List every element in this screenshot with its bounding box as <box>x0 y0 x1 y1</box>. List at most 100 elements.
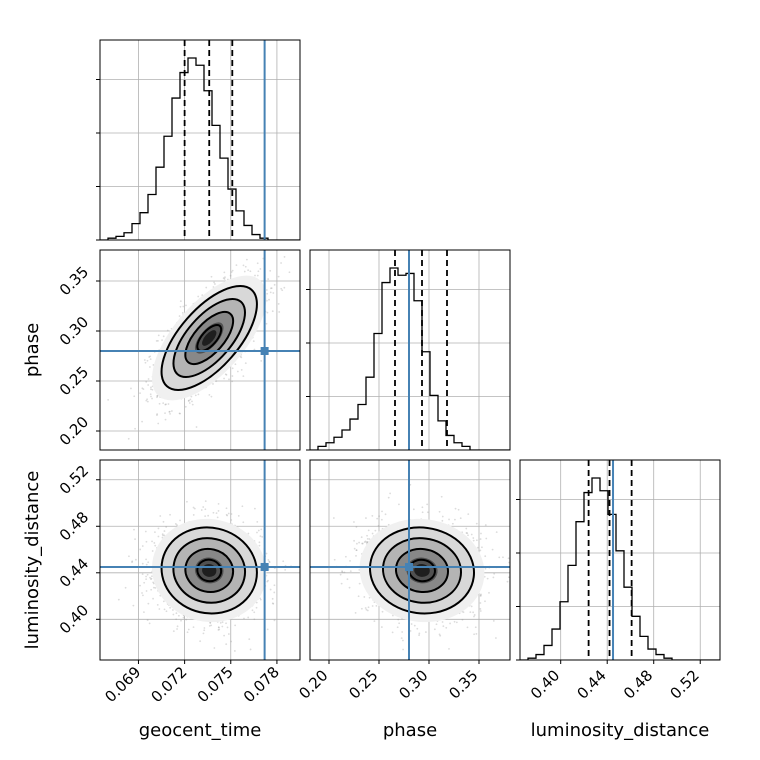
sample-point <box>409 630 412 632</box>
sample-point <box>191 403 194 406</box>
sample-point <box>144 361 147 364</box>
sample-point <box>267 559 270 561</box>
sample-point <box>157 334 160 337</box>
sample-point <box>278 311 281 313</box>
sample-point <box>179 412 181 415</box>
sample-point <box>188 399 190 402</box>
sample-point <box>265 289 268 291</box>
sample-point <box>234 624 237 627</box>
sample-point <box>177 614 180 617</box>
sample-point <box>256 262 259 265</box>
sample-point <box>234 363 237 366</box>
sample-point <box>128 555 130 558</box>
sample-point <box>210 275 213 278</box>
sample-point <box>181 311 184 314</box>
sample-point <box>267 579 269 582</box>
sample-point <box>147 384 150 386</box>
sample-point <box>149 358 152 361</box>
sample-point <box>143 581 146 584</box>
sample-point <box>272 292 275 294</box>
sample-point <box>149 355 152 358</box>
sample-point <box>457 508 460 511</box>
x-tick-label: 0.072 <box>148 663 191 706</box>
sample-point <box>157 535 160 538</box>
sample-point <box>161 536 164 539</box>
sample-point <box>259 535 262 537</box>
sample-point <box>273 283 276 286</box>
sample-point <box>445 626 448 629</box>
sample-point <box>245 258 248 261</box>
sample-point <box>284 568 287 571</box>
sample-point <box>473 615 475 618</box>
sample-point <box>147 561 150 564</box>
sample-point <box>271 602 274 605</box>
sample-point <box>217 626 220 629</box>
sample-point <box>147 378 150 380</box>
y-tick-label: 0.40 <box>56 601 92 637</box>
sample-point <box>178 315 181 317</box>
sample-point <box>164 403 167 406</box>
sample-point <box>159 515 162 517</box>
sample-point <box>475 633 478 635</box>
sample-point <box>217 502 220 505</box>
sample-point <box>141 573 144 576</box>
sample-point <box>150 588 153 591</box>
sample-point <box>223 278 226 280</box>
sample-point <box>219 621 222 624</box>
sample-point <box>178 412 181 415</box>
panel-phase <box>306 249 511 451</box>
sample-point <box>258 544 261 547</box>
y-tick-label: 0.25 <box>56 363 92 399</box>
sample-point <box>117 598 120 601</box>
sample-point <box>268 560 271 563</box>
sample-point <box>180 619 182 622</box>
sample-point <box>139 548 142 551</box>
sample-point <box>225 643 228 646</box>
panel-frame <box>99 39 301 241</box>
sample-point <box>257 529 260 532</box>
sample-point <box>259 598 262 601</box>
sample-point <box>150 577 153 580</box>
sample-point <box>479 549 482 552</box>
sample-point <box>212 383 214 385</box>
sample-point <box>247 616 250 619</box>
sample-point <box>151 575 153 578</box>
sample-point <box>156 396 158 399</box>
sample-point <box>222 277 225 279</box>
sample-point <box>214 283 216 285</box>
sample-point <box>151 540 153 543</box>
sample-point <box>150 388 152 391</box>
sample-point <box>251 609 254 612</box>
sample-point <box>267 278 270 280</box>
sample-point <box>131 561 133 564</box>
panel-geocent_time <box>96 39 301 241</box>
sample-point <box>210 395 213 398</box>
sample-point <box>217 510 220 512</box>
y-tick-label: 0.52 <box>56 462 92 498</box>
sample-point <box>225 513 228 516</box>
sample-point <box>261 535 264 538</box>
sample-point <box>158 608 161 610</box>
sample-point <box>230 519 233 521</box>
sample-point <box>149 366 151 368</box>
sample-point <box>163 534 166 537</box>
sample-point <box>257 270 260 273</box>
y-tick-label: 0.48 <box>56 508 92 544</box>
sample-point <box>175 612 178 615</box>
sample-point <box>255 606 258 609</box>
sample-point <box>146 359 149 362</box>
sample-point <box>182 305 185 308</box>
sample-point <box>247 532 250 535</box>
sample-point <box>221 625 224 628</box>
sample-point <box>256 520 259 523</box>
sample-point <box>223 634 225 637</box>
sample-point <box>254 507 256 510</box>
sample-point <box>217 629 220 631</box>
sample-point <box>189 398 192 401</box>
sample-point <box>357 595 360 598</box>
sample-point <box>156 414 158 417</box>
sample-point <box>239 355 242 358</box>
sample-point <box>221 621 224 624</box>
sample-point <box>233 650 236 652</box>
